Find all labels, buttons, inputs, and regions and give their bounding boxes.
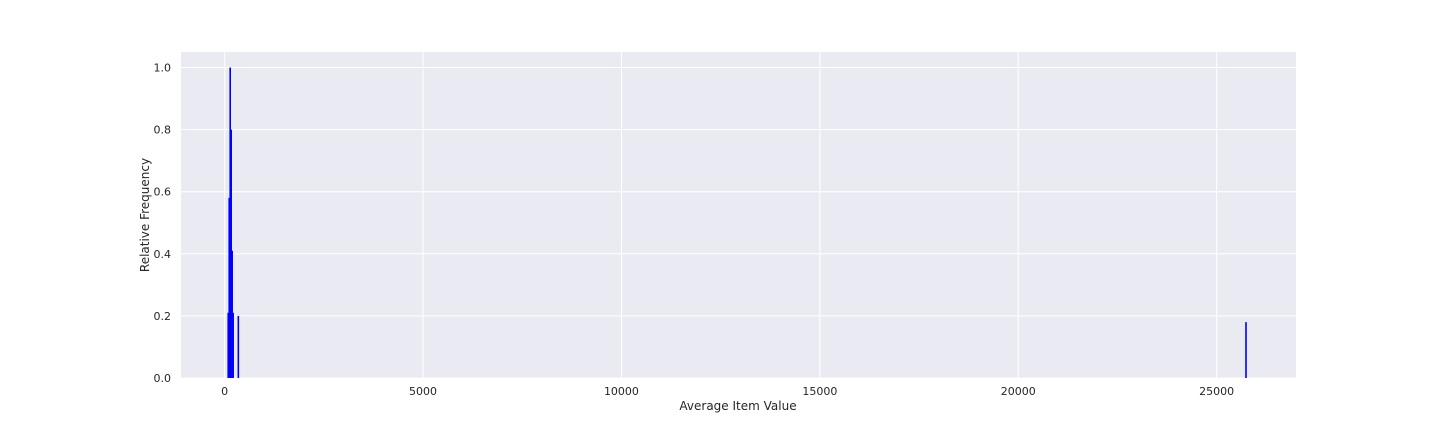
x-tick-labels: 0 5000 10000 15000 20000 25000 (221, 385, 1234, 398)
x-tick-label: 20000 (1001, 385, 1036, 398)
histogram-bar (231, 250, 233, 378)
y-tick-label: 0.6 (154, 186, 172, 199)
y-tick-label: 0.8 (154, 124, 172, 137)
x-tick-label: 25000 (1199, 385, 1234, 398)
x-tick-label: 0 (221, 385, 228, 398)
y-tick-label: 0.4 (154, 248, 172, 261)
histogram-bar (229, 67, 232, 379)
histogram-bar (232, 312, 234, 378)
x-axis-label: Average Item Value (679, 399, 796, 413)
y-tick-label: 1.0 (154, 62, 172, 75)
histogram-bar (227, 312, 230, 378)
y-axis-label: Relative Frequency (138, 158, 152, 272)
bars (227, 67, 1247, 379)
y-tick-labels: 0.0 0.2 0.4 0.6 0.8 1.0 (154, 62, 172, 385)
plot-background (181, 52, 1296, 378)
grid-lines (181, 52, 1296, 379)
histogram-bar (230, 129, 232, 378)
histogram-bar (237, 315, 240, 378)
y-tick-label: 0.0 (154, 372, 172, 385)
x-tick-label: 5000 (409, 385, 437, 398)
histogram-bar (228, 197, 231, 378)
histogram-bar (1245, 322, 1247, 378)
y-tick-label: 0.2 (154, 310, 172, 323)
x-tick-label: 10000 (604, 385, 639, 398)
x-tick-label: 15000 (802, 385, 837, 398)
